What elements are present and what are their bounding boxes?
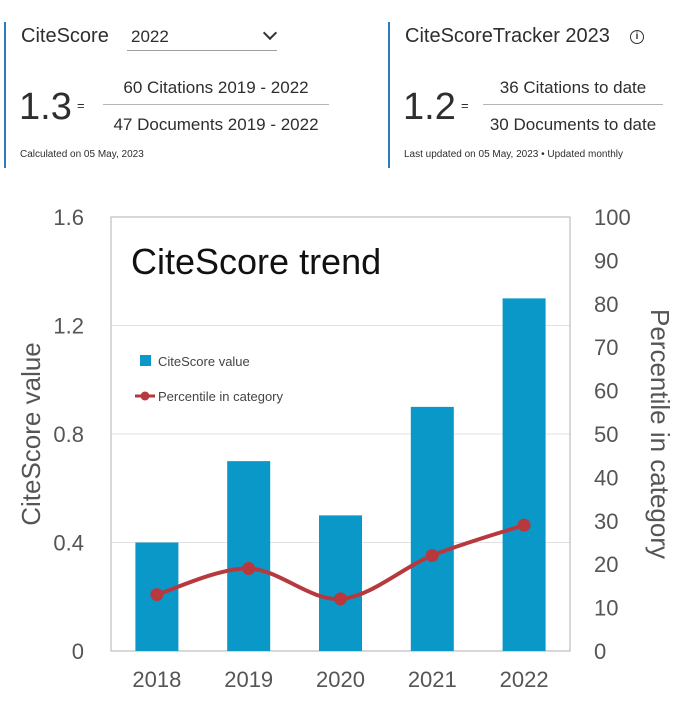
right-tick-label: 70 (594, 335, 618, 360)
citations-count: 60 Citations 2019 - 2022 (123, 78, 309, 97)
right-tick-label: 90 (594, 248, 618, 273)
percentile-point (242, 562, 256, 576)
bar (502, 298, 546, 651)
year-select-value: 2022 (131, 27, 169, 46)
chevron-down-icon (262, 25, 278, 41)
fraction-line (483, 104, 663, 105)
x-tick-label: 2021 (408, 667, 457, 692)
x-tick-label: 2020 (316, 667, 365, 692)
right-tick-label: 80 (594, 292, 618, 317)
legend-bar-swatch (140, 355, 151, 366)
bar (319, 515, 362, 651)
info-icon[interactable]: i (630, 30, 644, 44)
right-tick-label: 60 (594, 379, 618, 404)
y2-axis-label: Percentile in category (645, 309, 675, 559)
tracker-panel: CiteScoreTracker 2023 i 1.2 = 36 Citatio… (388, 22, 680, 168)
documents-count: 47 Documents 2019 - 2022 (113, 115, 319, 134)
legend-line-marker (140, 391, 150, 401)
documents-to-date: 30 Documents to date (489, 115, 657, 134)
citescore-value: 1.3 (19, 86, 72, 128)
right-tick-label: 10 (594, 596, 618, 621)
year-select[interactable]: 2022 (127, 25, 278, 51)
right-tick-label: 50 (594, 422, 618, 447)
legend-line-label: Percentile in category (158, 389, 284, 404)
calculated-date: Calculated on 05 May, 2023 (20, 149, 144, 160)
right-tick-label: 30 (594, 509, 618, 534)
citescore-trend-chart: 0 0.4 0.8 1.2 1.6 0 10 20 30 40 50 60 70 80 90 100 2018 2… (16, 205, 675, 692)
equals-sign: = (77, 98, 85, 113)
citescore-label: CiteScore (21, 25, 109, 47)
tracker-label: CiteScoreTracker 2023 (405, 25, 610, 47)
left-tick-label: 1.6 (53, 205, 84, 230)
right-tick-label: 100 (594, 205, 631, 230)
legend-bar-label: CiteScore value (158, 354, 250, 369)
right-tick-label: 0 (594, 639, 606, 664)
left-tick-label: 0.8 (53, 422, 84, 447)
x-tick-label: 2018 (132, 667, 181, 692)
chart-title: CiteScore trend (131, 241, 381, 282)
left-tick-label: 0 (72, 639, 84, 664)
x-tick-label: 2022 (500, 667, 549, 692)
last-updated: Last updated on 05 May, 2023 • Updated m… (404, 149, 624, 160)
citations-to-date: 36 Citations to date (499, 78, 647, 97)
percentile-point (517, 518, 531, 532)
tracker-value: 1.2 (403, 86, 456, 128)
right-tick-label: 20 (594, 552, 618, 577)
right-tick-label: 40 (594, 465, 618, 490)
x-tick-label: 2019 (224, 667, 273, 692)
percentile-point (334, 592, 347, 606)
bar (410, 406, 454, 651)
percentile-point (425, 549, 439, 563)
fraction-line (103, 104, 329, 105)
bar (227, 461, 271, 651)
left-tick-label: 0.4 (53, 531, 84, 556)
percentile-point (150, 588, 164, 602)
y-axis-label: CiteScore value (16, 342, 46, 526)
left-tick-label: 1.2 (53, 314, 84, 339)
equals-sign: = (461, 98, 469, 113)
citescore-panel: CiteScore 2022 1.3 = 60 Citations 2019 -… (4, 22, 346, 168)
